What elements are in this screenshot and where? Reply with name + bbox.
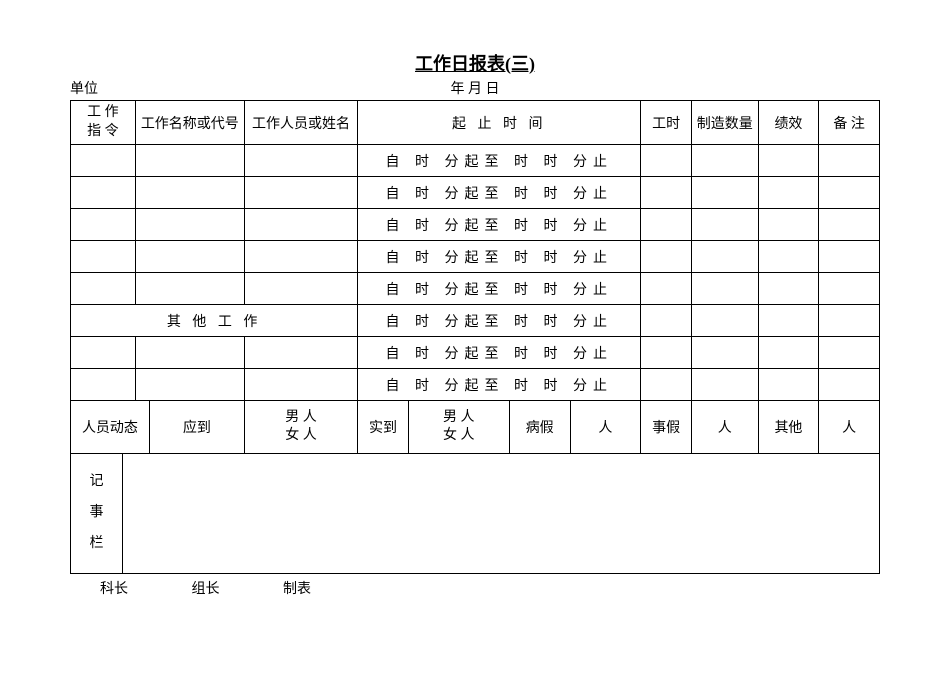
time-cell: 自 时 分起至 时 时 分止: [358, 305, 641, 337]
col-worker: 工作人员或姓名: [244, 101, 357, 145]
col-work-order: 工 作指 令: [71, 101, 136, 145]
form-title: 工作日报表(三): [70, 50, 880, 76]
time-cell: 自 时 分起至 时 时 分止: [358, 209, 641, 241]
col-hours: 工时: [641, 101, 692, 145]
time-cell: 自 时 分起至 时 时 分止: [358, 177, 641, 209]
other-work-label: 其 他 工 作: [71, 305, 358, 337]
col-perf: 绩效: [758, 101, 819, 145]
col-remark: 备 注: [819, 101, 880, 145]
time-cell: 自 时 分起至 时 时 分止: [358, 369, 641, 401]
other-label: 其他: [758, 401, 819, 453]
table-header-row: 工 作指 令 工作名称或代号 工作人员或姓名 起 止 时 间 工时 制造数量 绩…: [71, 101, 880, 145]
preparer-label: 制表: [283, 582, 311, 597]
header-row: 单位 年 月 日: [70, 78, 880, 98]
actual-mf: 男 人女 人: [408, 401, 509, 453]
other-work-row: 其 他 工 作 自 时 分起至 时 时 分止: [71, 305, 880, 337]
unit-label: 单位: [70, 78, 98, 98]
time-cell: 自 时 分起至 时 时 分止: [358, 337, 641, 369]
chief-label: 科长: [100, 582, 128, 597]
actual-label: 实到: [358, 401, 409, 453]
other-count: 人: [819, 401, 880, 453]
personal-label: 事假: [641, 401, 692, 453]
table-row: 自 时 分起至 时 时 分止: [71, 273, 880, 305]
col-time-range: 起 止 时 间: [358, 101, 641, 145]
col-work-name: 工作名称或代号: [135, 101, 244, 145]
table-row: 自 时 分起至 时 时 分止: [71, 145, 880, 177]
time-cell: 自 时 分起至 时 时 分止: [358, 145, 641, 177]
time-cell: 自 时 分起至 时 时 分止: [358, 241, 641, 273]
expected-label: 应到: [149, 401, 244, 453]
footer-row: 科长 组长 制表: [70, 578, 880, 598]
notes-content: [123, 454, 880, 574]
notes-label: 记事栏: [71, 454, 123, 574]
col-qty: 制造数量: [691, 101, 758, 145]
personnel-row: 人员动态 应到 男 人女 人 实到 男 人女 人 病假 人 事假 人 其他 人: [71, 401, 880, 453]
time-cell: 自 时 分起至 时 时 分止: [358, 273, 641, 305]
notes-table: 记事栏: [70, 454, 880, 575]
expected-mf: 男 人女 人: [244, 401, 357, 453]
personnel-label: 人员动态: [71, 401, 150, 453]
table-row: 自 时 分起至 时 时 分止: [71, 369, 880, 401]
sick-label: 病假: [509, 401, 570, 453]
leader-label: 组长: [192, 582, 220, 597]
notes-row: 记事栏: [71, 454, 880, 574]
table-row: 自 时 分起至 时 时 分止: [71, 337, 880, 369]
date-label: 年 月 日: [451, 78, 500, 98]
table-row: 自 时 分起至 时 时 分止: [71, 241, 880, 273]
table-row: 自 时 分起至 时 时 分止: [71, 209, 880, 241]
main-table: 工 作指 令 工作名称或代号 工作人员或姓名 起 止 时 间 工时 制造数量 绩…: [70, 100, 880, 401]
personnel-table: 人员动态 应到 男 人女 人 实到 男 人女 人 病假 人 事假 人 其他 人: [70, 401, 880, 454]
table-row: 自 时 分起至 时 时 分止: [71, 177, 880, 209]
personal-count: 人: [691, 401, 758, 453]
sick-count: 人: [570, 401, 641, 453]
